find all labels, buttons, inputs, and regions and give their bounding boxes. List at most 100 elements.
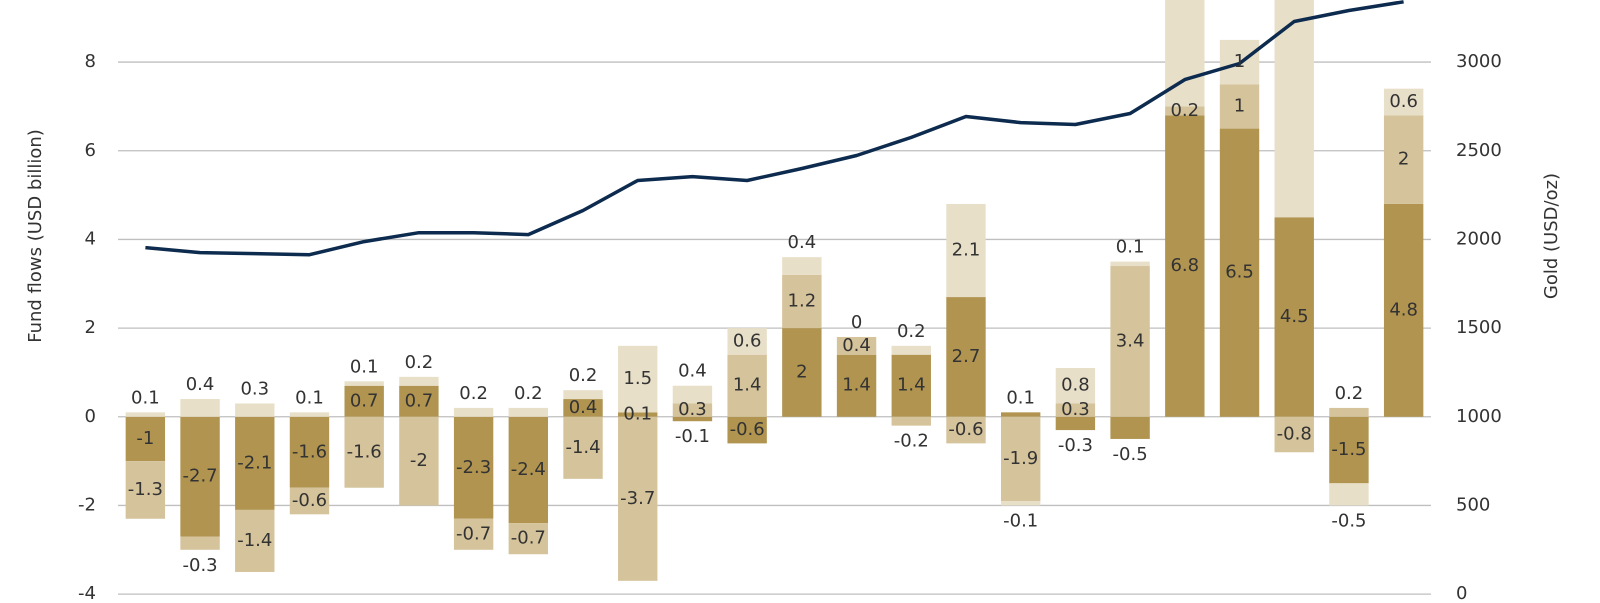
bar-segment: [672, 416, 713, 422]
bar-segment: [1329, 407, 1369, 417]
bar-segment: [1329, 483, 1369, 506]
data-label: 0.2: [569, 365, 598, 386]
y2-tick-label: 3000: [1456, 51, 1502, 72]
data-label: -1.6: [292, 441, 327, 462]
bar-segment: [891, 416, 931, 426]
bar-segment: [1165, 0, 1205, 107]
data-label: -2.4: [511, 459, 546, 480]
y-tick-label: -4: [78, 583, 96, 603]
y2-tick-label: 1000: [1456, 406, 1502, 427]
bar-segment: [1219, 128, 1260, 417]
y2-axis-label: Gold (USD/oz): [1541, 173, 1562, 299]
data-label: -0.7: [511, 528, 546, 549]
y2-tick-label: 0: [1456, 583, 1467, 603]
data-label: 0.4: [186, 374, 215, 395]
bar-segment: [1219, 84, 1260, 129]
bar-segment: [235, 403, 275, 417]
data-label: 0.4: [678, 361, 707, 382]
data-label: -1.4: [237, 530, 272, 551]
data-label: 1.2: [788, 291, 817, 312]
bar-segment: [289, 487, 330, 515]
data-label: 0.4: [788, 232, 817, 253]
data-label: 4.8: [1389, 299, 1418, 320]
bar-segment: [1383, 203, 1424, 417]
y-tick-label: -2: [78, 494, 96, 515]
bar-segment: [946, 297, 986, 417]
data-label: -1.4: [565, 437, 600, 458]
data-label: 1: [1234, 95, 1245, 116]
bar-segment: [235, 416, 275, 510]
bar-segment: [946, 416, 986, 444]
bar-segment: [1055, 403, 1096, 417]
y2-tick-label: 1500: [1456, 317, 1502, 338]
data-label: -0.6: [292, 490, 327, 511]
data-label: -1: [136, 428, 154, 449]
bar-segment: [1329, 416, 1369, 484]
data-label: 0.1: [350, 356, 379, 377]
data-label: 0.4: [842, 335, 871, 356]
bar-segment: [1000, 412, 1041, 417]
data-label: -2: [410, 450, 428, 471]
data-label: -0.7: [456, 523, 491, 544]
bar-segment: [180, 536, 220, 550]
bar-segment: [1274, 217, 1314, 417]
data-label: -0.5: [1113, 444, 1148, 465]
gold-price-line: [145, 0, 1404, 257]
data-label: -0.5: [1331, 510, 1366, 531]
y-tick-label: 4: [85, 228, 96, 249]
bar-segment: [1055, 368, 1096, 404]
data-label: -0.2: [894, 431, 929, 452]
data-label: 0.2: [1170, 100, 1199, 121]
bar-segment: [508, 407, 549, 417]
bar-segment: [1165, 115, 1205, 417]
data-label: 0.8: [1061, 375, 1090, 396]
data-label: 0.7: [405, 390, 434, 411]
data-label: 0.1: [131, 387, 160, 408]
data-label: 6.8: [1170, 255, 1199, 276]
bar-segment: [1110, 266, 1150, 417]
data-label: 0.2: [514, 383, 543, 404]
bar-segment: [508, 523, 549, 555]
bar-segment: [563, 390, 603, 400]
bar-segment: [399, 385, 439, 417]
data-label: 6.5: [1225, 262, 1254, 283]
bar-segment: [399, 376, 439, 386]
data-label: -0.6: [948, 419, 983, 440]
bar-segment: [399, 416, 439, 506]
bar-segment: [727, 416, 767, 444]
data-label: 0.1: [1116, 237, 1145, 258]
data-label: 0.1: [1006, 387, 1035, 408]
bar-segment: [672, 385, 713, 404]
data-label: -0.1: [675, 426, 710, 447]
data-label: -1.5: [1331, 439, 1366, 460]
data-label: 0.3: [678, 399, 707, 420]
data-label: -2.7: [183, 466, 218, 487]
y-axis-label: Fund flows (USD billion): [25, 129, 46, 343]
bar-segment: [508, 416, 549, 524]
data-label: -1.3: [128, 479, 163, 500]
data-label: -0.6: [730, 419, 765, 440]
data-label: 3.4: [1116, 330, 1145, 351]
bar-segment: [836, 336, 877, 355]
data-label: 2.1: [952, 240, 981, 261]
data-label: -2.1: [237, 452, 272, 473]
data-label: -2.3: [456, 457, 491, 478]
bar-segment: [1165, 106, 1205, 116]
bar-segment: [180, 416, 220, 537]
data-label: -0.1: [1003, 510, 1038, 531]
bar-segment: [125, 412, 166, 417]
bar-segment: [727, 354, 767, 417]
data-label: 2.7: [952, 346, 981, 367]
bar-segment: [125, 461, 166, 519]
data-label: 0.3: [1061, 399, 1090, 420]
bar-segment: [782, 274, 822, 329]
y-tick-label: 0: [85, 406, 96, 427]
bar-segment: [563, 399, 603, 417]
bar-segment: [727, 328, 767, 355]
data-label: -3.7: [620, 488, 655, 509]
data-label: -0.3: [1058, 435, 1093, 456]
bar-segment: [125, 416, 166, 462]
bar-segment: [344, 385, 384, 417]
data-label: 0.1: [295, 387, 324, 408]
